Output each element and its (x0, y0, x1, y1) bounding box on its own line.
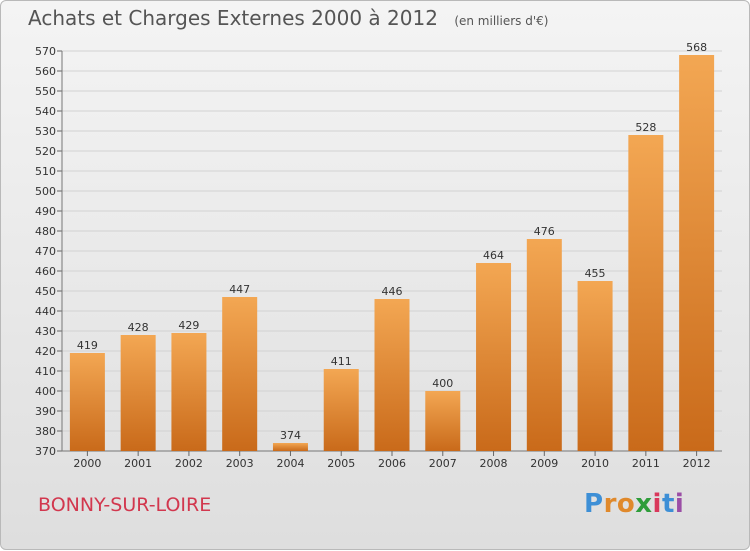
x-tick-label: 2000 (73, 457, 101, 470)
data-label: 419 (77, 339, 98, 352)
bar (679, 55, 715, 451)
y-tick-label: 550 (35, 85, 56, 98)
logo-letter: i (652, 489, 662, 519)
y-tick-label: 450 (35, 285, 56, 298)
x-tick-label: 2002 (175, 457, 203, 470)
x-tick-label: 2006 (378, 457, 406, 470)
y-tick-label: 540 (35, 105, 56, 118)
logo-letter: P (584, 489, 604, 519)
y-tick-label: 470 (35, 245, 56, 258)
y-tick-label: 520 (35, 145, 56, 158)
bar (476, 263, 512, 451)
data-label: 447 (229, 283, 250, 296)
x-tick-label: 2001 (124, 457, 152, 470)
y-tick-label: 410 (35, 365, 56, 378)
bar (272, 443, 308, 451)
data-label: 411 (331, 355, 352, 368)
y-tick-label: 560 (35, 65, 56, 78)
bar (222, 297, 258, 451)
y-tick-label: 480 (35, 225, 56, 238)
x-tick-label: 2009 (530, 457, 558, 470)
data-label: 476 (534, 225, 555, 238)
bar (69, 353, 105, 451)
title-text: Achats et Charges Externes 2000 à 2012 (28, 6, 438, 30)
title-unit: (en milliers d'€) (454, 14, 549, 28)
commune-name: BONNY-SUR-LOIRE (38, 494, 212, 516)
y-tick-label: 510 (35, 165, 56, 178)
logo-letter: i (674, 489, 685, 519)
logo-letter: x (635, 489, 653, 519)
bar (577, 281, 613, 451)
data-label: 429 (178, 319, 199, 332)
x-tick-label: 2008 (480, 457, 508, 470)
x-tick-label: 2004 (276, 457, 304, 470)
chart-title: Achats et Charges Externes 2000 à 2012 (… (28, 6, 548, 30)
logo-letter: r (603, 489, 617, 519)
data-label: 464 (483, 249, 504, 262)
bar (323, 369, 359, 451)
bars (69, 55, 715, 451)
data-label: 455 (585, 267, 606, 280)
bar (374, 299, 410, 451)
y-tick-label: 490 (35, 205, 56, 218)
y-tick-label: 570 (35, 45, 56, 58)
bar (120, 335, 156, 451)
proxiti-logo: Proxiti (584, 489, 684, 519)
data-label: 528 (635, 121, 656, 134)
y-tick-label: 370 (35, 445, 56, 458)
data-label: 446 (382, 285, 403, 298)
data-label: 568 (686, 41, 707, 54)
data-label: 428 (128, 321, 149, 334)
y-tick-labels: 370 380 390 400 410 420 430 440 450 460 470 480 490 5… (35, 45, 56, 458)
x-tick-label: 2010 (581, 457, 609, 470)
y-tick-label: 420 (35, 345, 56, 358)
bar (628, 135, 664, 451)
x-tick-label: 2005 (327, 457, 355, 470)
y-tick-label: 430 (35, 325, 56, 338)
y-tick-label: 460 (35, 265, 56, 278)
y-tick-label: 390 (35, 405, 56, 418)
data-label: 400 (432, 377, 453, 390)
y-tick-label: 400 (35, 385, 56, 398)
bar (425, 391, 461, 451)
logo-letter: o (616, 489, 636, 519)
x-tick-label: 2012 (683, 457, 711, 470)
x-tick-labels: 2000 2001 2002 2003 2004 2005 2006 2007 2008 2009… (73, 457, 710, 470)
x-tick-label: 2003 (226, 457, 254, 470)
x-tick-label: 2011 (632, 457, 660, 470)
y-tick-label: 440 (35, 305, 56, 318)
bar (171, 333, 207, 451)
logo-letter: t (661, 489, 675, 519)
data-label: 374 (280, 429, 301, 442)
y-tick-label: 500 (35, 185, 56, 198)
y-tick-label: 380 (35, 425, 56, 438)
data-labels: 419 428 429 447 374 411 446 400 464 476 455 528 568 (77, 41, 707, 442)
y-tick-label: 530 (35, 125, 56, 138)
bar (526, 239, 562, 451)
x-tick-label: 2007 (429, 457, 457, 470)
